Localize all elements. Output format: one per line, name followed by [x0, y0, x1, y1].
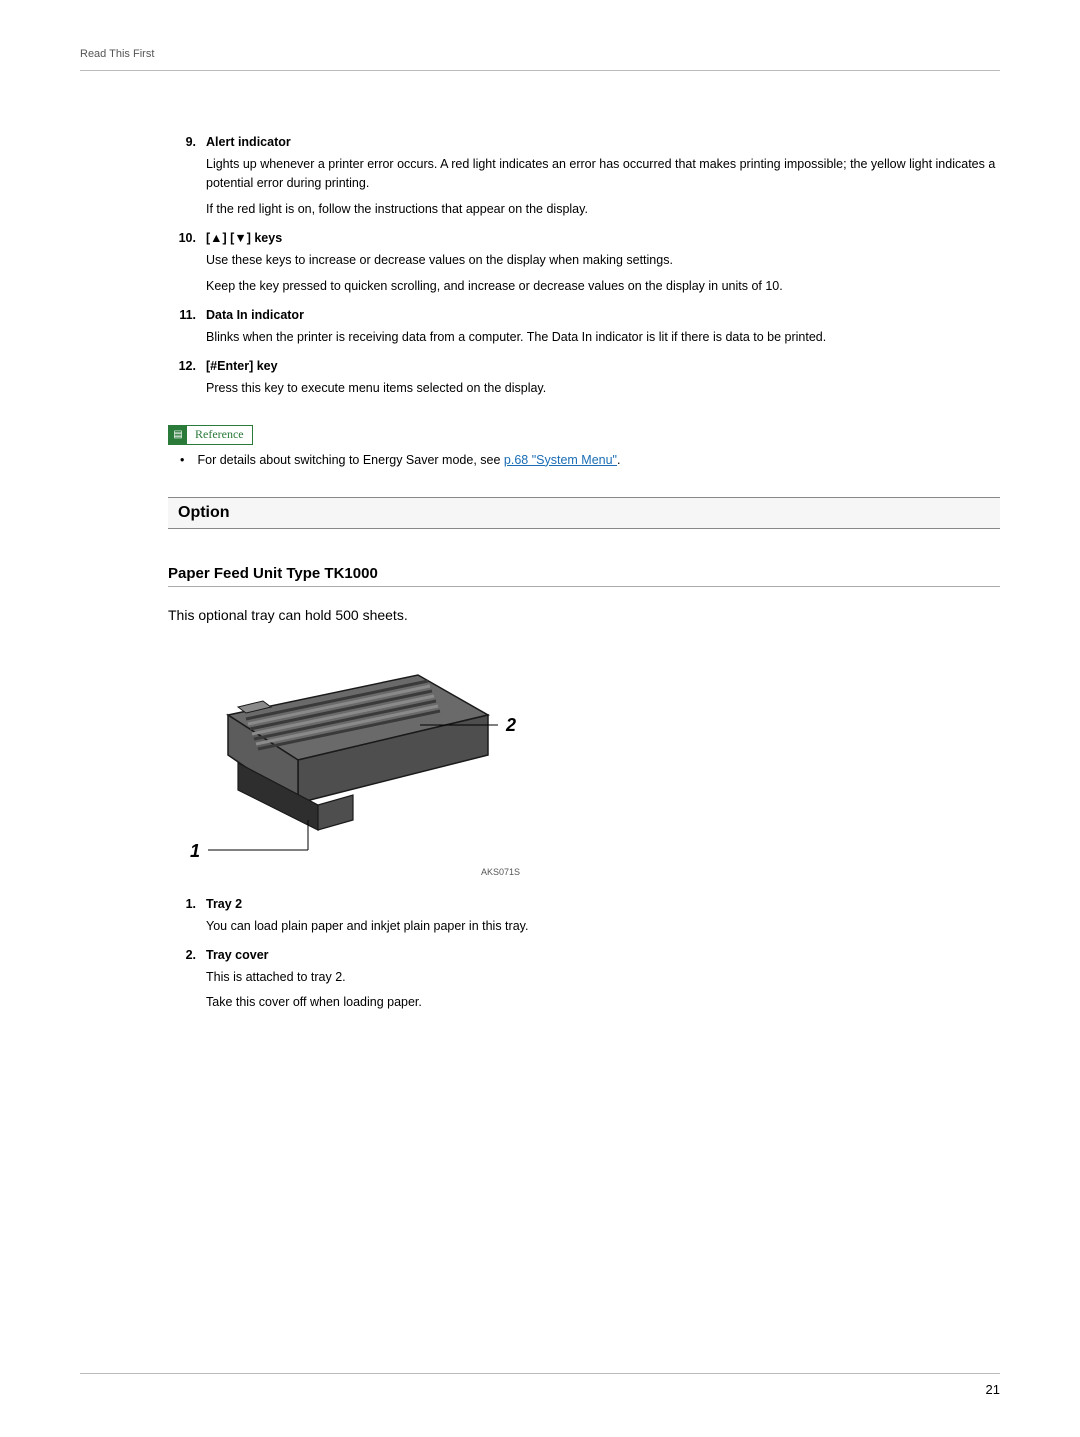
item-title: [▲] [▼] keys: [206, 231, 1000, 245]
list-item: 10.[▲] [▼] keys Use these keys to increas…: [168, 231, 1000, 302]
item-title: Tray 2: [206, 897, 1000, 911]
item-title: Data In indicator: [206, 308, 1000, 322]
item-body: Data In indicator Blinks when the printer…: [206, 308, 1000, 353]
item-number: 12.: [168, 359, 206, 404]
figure-paper-feed-unit: 2 1 AKS071S: [168, 645, 528, 877]
item-body: [#Enter] key Press this key to execute me…: [206, 359, 1000, 404]
item-title: Tray cover: [206, 948, 1000, 962]
section-title-bar: Option: [168, 497, 1000, 529]
svg-text:1: 1: [190, 841, 200, 861]
page-number: 21: [80, 1373, 1000, 1397]
item-paragraph: Lights up whenever a printer error occur…: [206, 155, 1000, 194]
section-intro: This optional tray can hold 500 sheets.: [168, 607, 1000, 623]
list-item: 9.Alert indicator Lights up whenever a pr…: [168, 135, 1000, 225]
list-item: 11.Data In indicator Blinks when the prin…: [168, 308, 1000, 353]
reference-prefix: For details about switching to Energy Sa…: [197, 453, 503, 467]
item-number: 2.: [168, 948, 206, 1019]
item-number: 1.: [168, 897, 206, 942]
item-paragraph: Use these keys to increase or decrease v…: [206, 251, 1000, 270]
page-header: Read This First: [80, 48, 1000, 71]
item-body: [▲] [▼] keys Use these keys to increase o…: [206, 231, 1000, 302]
item-paragraph: Keep the key pressed to quicken scrollin…: [206, 277, 1000, 296]
numbered-list-bottom: 1.Tray 2 You can load plain paper and ink…: [168, 897, 1000, 1019]
item-paragraph: Take this cover off when loading paper.: [206, 993, 1000, 1012]
item-paragraph: This is attached to tray 2.: [206, 968, 1000, 987]
section-title: Option: [178, 504, 990, 522]
subheading: Paper Feed Unit Type TK1000: [168, 565, 1000, 587]
reference-link[interactable]: p.68 "System Menu": [504, 453, 617, 467]
list-item: 2.Tray coverThis is attached to tray 2.T…: [168, 948, 1000, 1019]
svg-text:2: 2: [505, 715, 516, 735]
content-area: 9.Alert indicator Lights up whenever a pr…: [80, 135, 1000, 1019]
breadcrumb: Read This First: [80, 48, 154, 60]
item-number: 11.: [168, 308, 206, 353]
page: Read This First 9.Alert indicator Lights …: [0, 0, 1080, 1065]
item-paragraph: You can load plain paper and inkjet plai…: [206, 917, 1000, 936]
reference-suffix: .: [617, 453, 620, 467]
item-number: 9.: [168, 135, 206, 225]
item-body: Alert indicator Lights up whenever a prin…: [206, 135, 1000, 225]
list-item: 1.Tray 2 You can load plain paper and ink…: [168, 897, 1000, 942]
item-number: 10.: [168, 231, 206, 302]
item-paragraph: Press this key to execute menu items sel…: [206, 379, 1000, 398]
figure-caption: AKS071S: [168, 867, 528, 877]
numbered-list-top: 9.Alert indicator Lights up whenever a pr…: [168, 135, 1000, 405]
item-title: [#Enter] key: [206, 359, 1000, 373]
paper-feed-svg: 2 1: [168, 645, 528, 865]
list-item: 12. [#Enter] key Press this key to execut…: [168, 359, 1000, 404]
item-body: Tray cover This is attached to tray 2. Tak…: [206, 948, 1000, 1019]
item-title: Alert indicator: [206, 135, 1000, 149]
item-paragraph: If the red light is on, follow the instr…: [206, 200, 1000, 219]
item-body: Tray 2 You can load plain paper and inkje…: [206, 897, 1000, 942]
reference-line: • For details about switching to Energy …: [180, 453, 1000, 467]
item-paragraph: Blinks when the printer is receiving dat…: [206, 328, 1000, 347]
reference-badge: ▤ Reference: [168, 425, 253, 445]
reference-icon: ▤: [169, 426, 187, 444]
reference-label: Reference: [187, 426, 252, 444]
bullet-icon: •: [180, 453, 194, 467]
